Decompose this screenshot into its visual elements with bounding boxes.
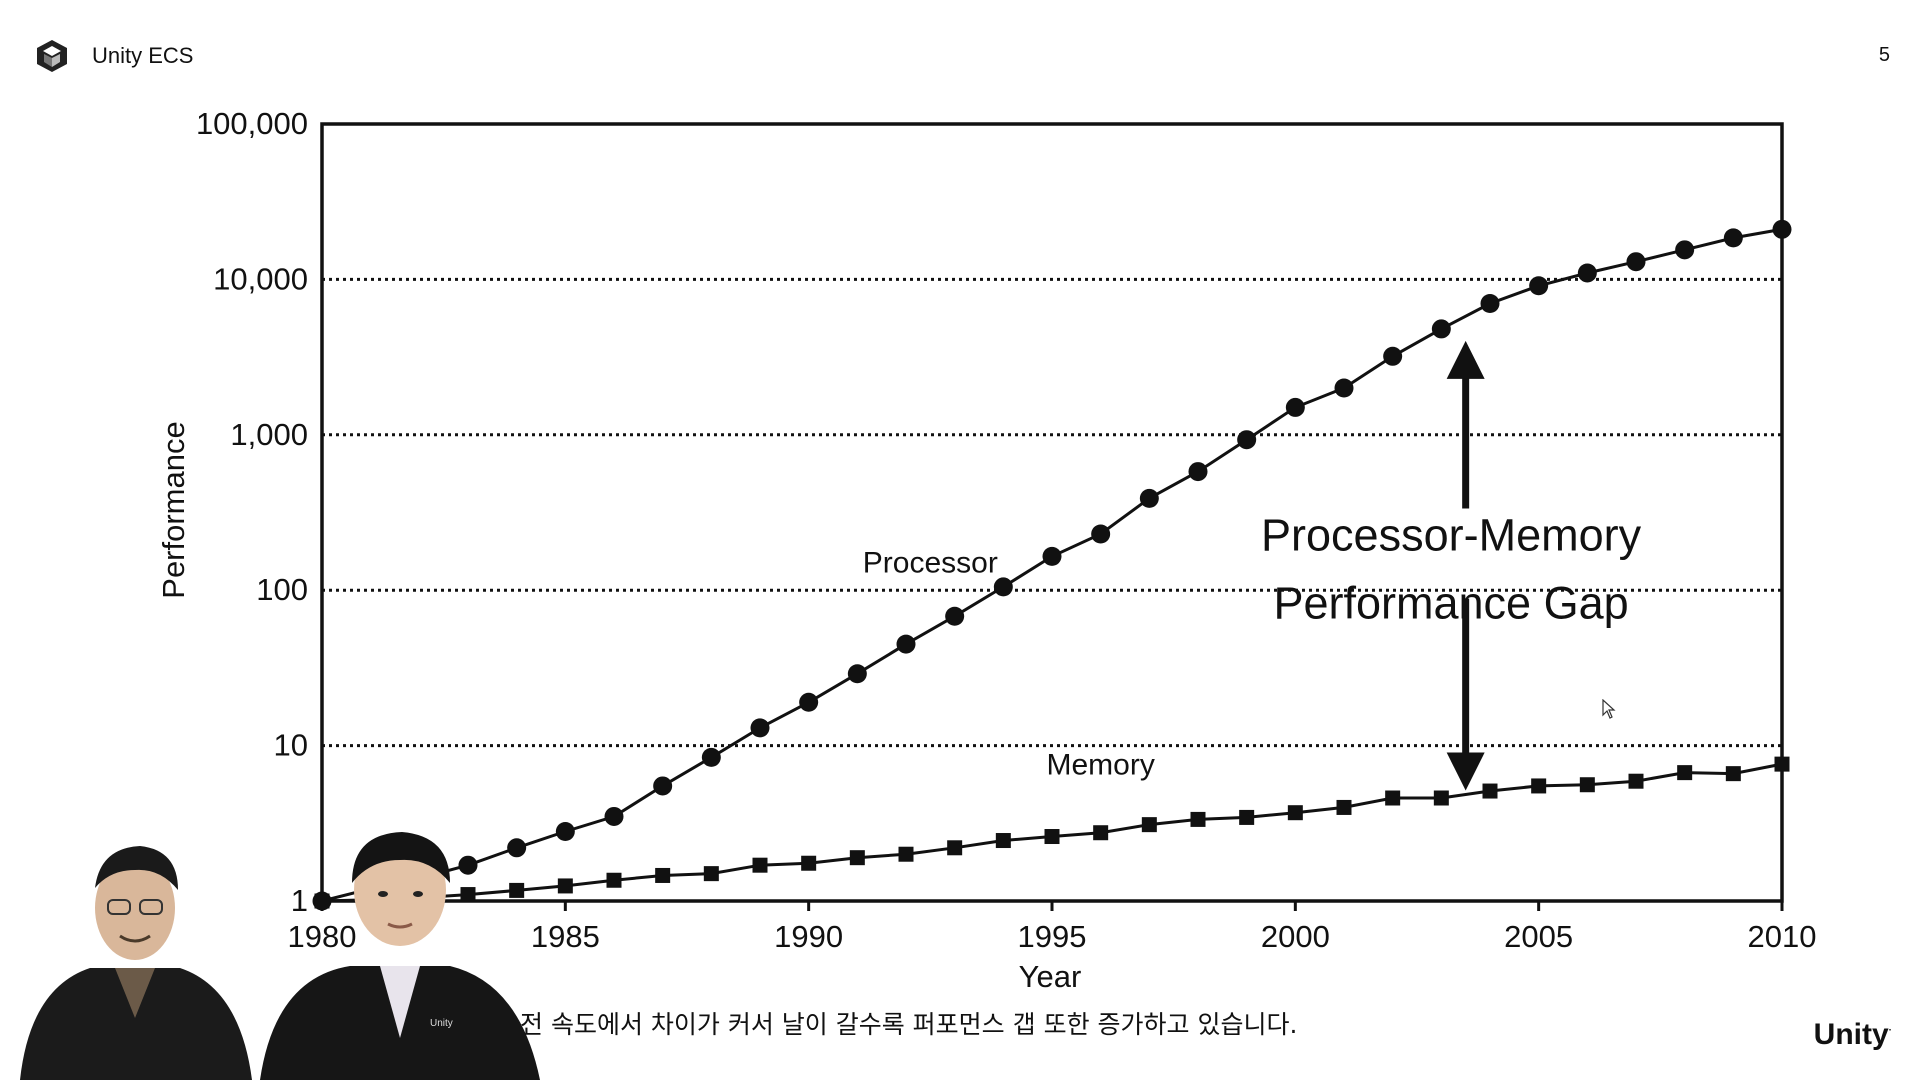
memory-point (752, 857, 768, 873)
processor-point (1334, 378, 1354, 398)
presenter-video: Unity (0, 828, 580, 1080)
processor-point (847, 664, 867, 684)
processor-point (1480, 293, 1500, 313)
processor-point (604, 806, 624, 826)
presenters-image: Unity (20, 832, 540, 1080)
memory-point (557, 878, 573, 894)
memory-point (995, 833, 1011, 849)
processor-point (1626, 252, 1646, 272)
processor-point (507, 838, 527, 858)
memory-point (1141, 817, 1157, 833)
x-axis-label: Year (1019, 959, 1082, 994)
processor-point (945, 606, 965, 626)
presenter-right: Unity (260, 832, 540, 1080)
processor-point (1139, 488, 1159, 508)
memory-point (1677, 765, 1693, 781)
subtitle-caption: 전 속도에서 차이가 커서 날이 갈수록 퍼포먼스 갭 또한 증가하고 있습니다… (520, 1010, 1298, 1039)
processor-point (1237, 430, 1257, 450)
memory-point (460, 887, 476, 903)
x-tick-label: 2005 (1504, 919, 1573, 954)
processor-point (750, 718, 770, 738)
performance-chart: 1 10 100 1,000 10,000 100,000 1980 1985 1990 1995… (156, 106, 1817, 994)
processor-point (799, 692, 819, 712)
memory-point (1190, 811, 1206, 827)
memory-point (314, 893, 330, 909)
memory-point (947, 840, 963, 856)
processor-point (1091, 524, 1111, 544)
processor-point (653, 776, 673, 796)
processor-point (1577, 263, 1597, 283)
memory-point (1531, 778, 1547, 794)
memory-point (849, 850, 865, 866)
memory-point (1093, 825, 1109, 841)
memory-point (1336, 799, 1352, 815)
x-tick-label: 1990 (774, 919, 843, 954)
memory-point (1628, 773, 1644, 789)
y-axis-label: Performance (156, 421, 191, 598)
memory-point (703, 866, 719, 882)
y-tick-label: 100,000 (196, 106, 308, 141)
memory-point (1579, 777, 1595, 793)
memory-point (509, 882, 525, 898)
presenter-left (20, 846, 252, 1080)
y-tick-label: 1 (291, 883, 308, 918)
slide-header: Unity ECS (34, 36, 193, 76)
processor-point (701, 747, 721, 767)
memory-point (1287, 805, 1303, 821)
memory-point (898, 846, 914, 862)
processor-point (1723, 228, 1743, 248)
memory-point (1239, 809, 1255, 825)
processor-point (993, 577, 1013, 597)
processor-point (1285, 397, 1305, 417)
gap-annotation-text: Processor-Memory (1261, 510, 1642, 561)
processor-point (1042, 546, 1062, 566)
unity-brand-logo: Unity· (1814, 1018, 1892, 1052)
processor-point (1431, 319, 1451, 339)
brand-mark: · (1888, 1025, 1892, 1036)
processor-point (1529, 276, 1549, 296)
y-tick-label: 100 (256, 572, 308, 607)
memory-point (1725, 766, 1741, 782)
x-tick-label: 2000 (1261, 919, 1330, 954)
mouse-cursor-icon (1602, 699, 1616, 719)
processor-point (1675, 240, 1695, 260)
y-tick-label: 10 (274, 728, 308, 763)
unity-cube-icon (37, 40, 67, 72)
y-tick-label: 10,000 (213, 261, 308, 296)
svg-text:Unity: Unity (430, 1018, 453, 1029)
processor-point (555, 822, 575, 842)
gap-arrow-head-up (1446, 340, 1485, 379)
y-tick-label: 1,000 (230, 417, 308, 452)
x-tick-label: 2010 (1748, 919, 1817, 954)
header-title: Unity ECS (92, 43, 194, 68)
gap-arrow-head-down (1446, 752, 1485, 791)
processor-point (896, 634, 916, 654)
memory-point (1482, 783, 1498, 799)
memory-point (1433, 790, 1449, 806)
x-tick-label: 1980 (288, 919, 357, 954)
processor-point (1772, 219, 1792, 239)
memory-point (801, 855, 817, 871)
annotation-label: Memory (1046, 749, 1154, 782)
memory-point (1044, 829, 1060, 845)
processor-point (1383, 346, 1403, 366)
memory-point (1385, 790, 1401, 806)
x-tick-label: 1985 (531, 919, 600, 954)
memory-point (606, 872, 622, 888)
processor-point (458, 855, 478, 875)
page-number: 5 (1878, 44, 1890, 66)
x-tick-label: 1995 (1018, 919, 1087, 954)
brand-text: Unity (1813, 1018, 1889, 1051)
memory-point (655, 867, 671, 883)
annotation-label: Processor (863, 546, 998, 579)
memory-point (1774, 756, 1790, 772)
gap-annotation-text: Performance Gap (1273, 578, 1628, 629)
processor-point (1188, 462, 1208, 482)
